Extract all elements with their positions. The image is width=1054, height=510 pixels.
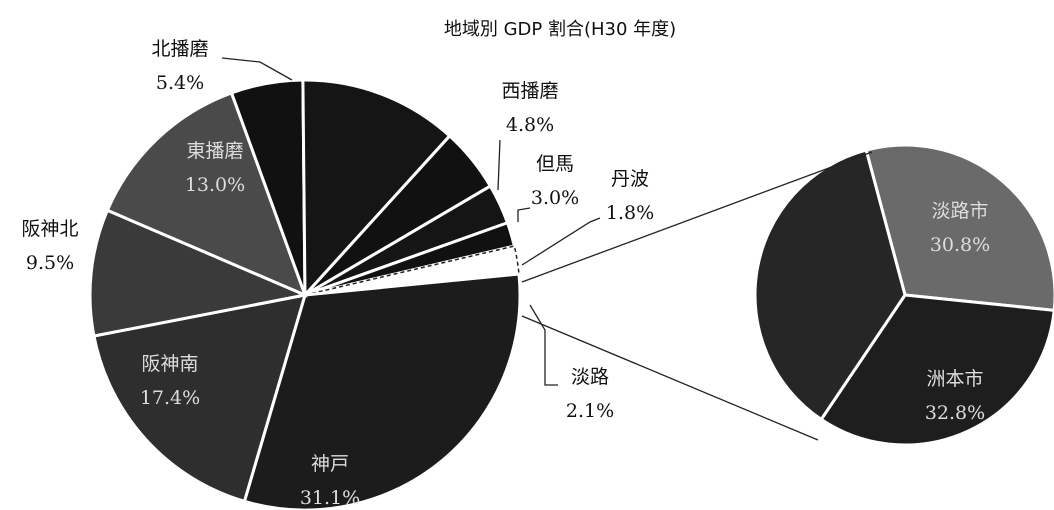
leader [521, 217, 601, 266]
pie-slice [88, 208, 311, 338]
pie-slice [105, 91, 308, 298]
data-label: 洲本市 [926, 368, 983, 390]
pie-slice [753, 148, 907, 422]
connectors [221, 57, 873, 441]
data-label: 丹波 [611, 168, 649, 190]
leader [529, 304, 558, 386]
data-label: 1.8% [606, 202, 654, 224]
data-label: 淡路市 [931, 200, 988, 222]
data-label: 東播磨 [186, 140, 243, 162]
data-label: 西播磨 [501, 80, 558, 102]
data-label: 9.5% [26, 252, 74, 274]
data-label: 2.1% [566, 400, 614, 422]
data-label: 3.0% [531, 187, 579, 209]
series-line [521, 315, 819, 441]
data-label: 30.8% [930, 234, 990, 256]
leader [517, 207, 531, 222]
leader [221, 57, 293, 81]
data-label: 阪神北 [21, 218, 78, 240]
data-label: 17.4% [140, 387, 200, 409]
pie-slice [819, 293, 1054, 447]
leader [497, 139, 501, 191]
data-label: 31.1% [300, 487, 360, 509]
pie-slice [301, 78, 452, 299]
series-line [521, 151, 873, 283]
chart-title: 地域別 GDP 割合(H30 年度) [444, 19, 676, 40]
pie-slice [92, 293, 308, 504]
data-label: 13.0% [185, 174, 245, 196]
data-label: 32.8% [925, 402, 985, 424]
data-label: 淡路 [571, 366, 609, 388]
data-label: 但馬 [536, 153, 574, 175]
data-label: 4.8% [506, 114, 554, 136]
data-label: 神戸 [311, 453, 349, 475]
data-label: 阪神南 [141, 353, 198, 375]
data-label: 北播磨 [151, 38, 208, 60]
pie-slice [304, 245, 520, 296]
data-label: 5.4% [156, 72, 204, 94]
pie-slice [304, 220, 517, 297]
